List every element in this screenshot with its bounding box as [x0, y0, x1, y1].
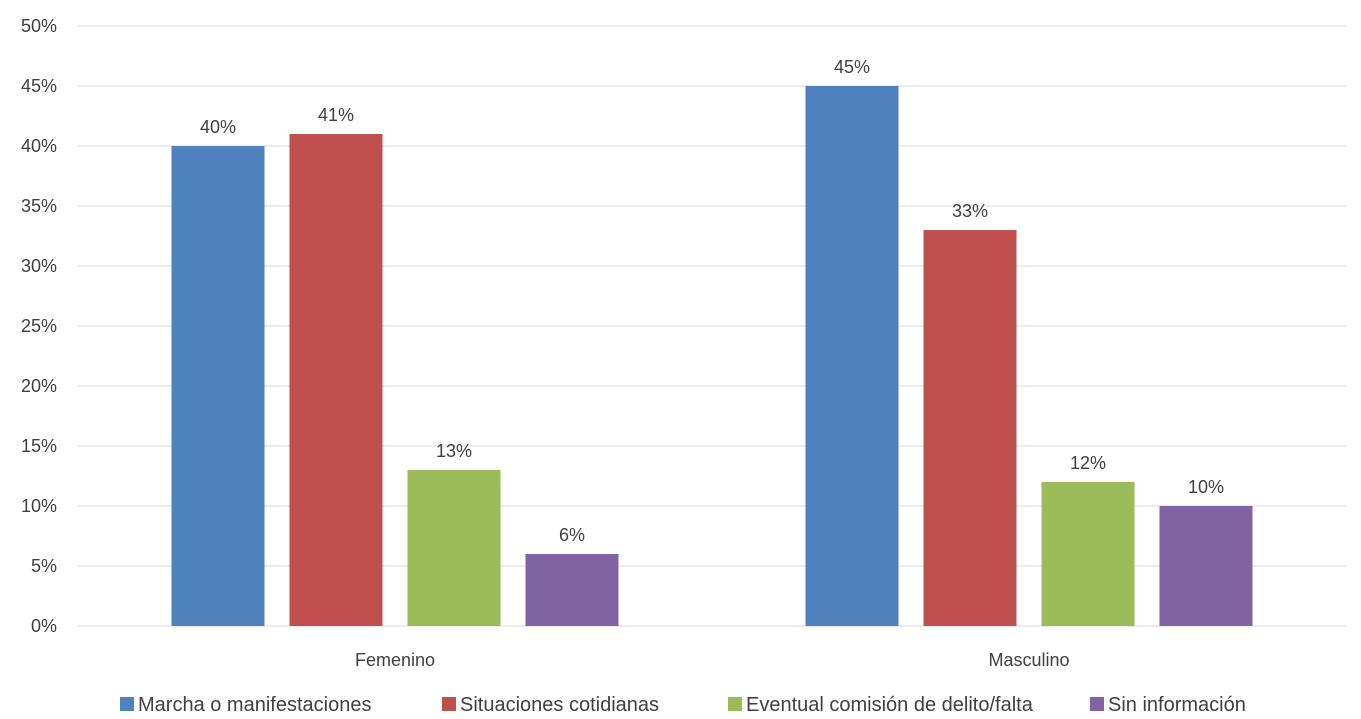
- data-label: 10%: [1188, 477, 1224, 497]
- y-tick-label: 45%: [21, 76, 57, 96]
- legend-swatch: [442, 697, 456, 711]
- legend: Marcha o manifestaciones Situaciones coti…: [120, 694, 1246, 716]
- x-axis-categories: Femenino Masculino: [355, 650, 1070, 670]
- bars: [171, 86, 1253, 626]
- y-tick-label: 0%: [31, 616, 57, 636]
- data-label: 13%: [436, 441, 472, 461]
- y-tick-label: 10%: [21, 496, 57, 516]
- data-label: 12%: [1070, 453, 1106, 473]
- data-labels: 40% 41% 13% 6% 45% 33% 12% 10%: [200, 57, 1224, 545]
- legend-label: Sin información: [1108, 694, 1246, 716]
- legend-item: Eventual comisión de delito/falta: [728, 694, 1034, 716]
- legend-item: Sin información: [1090, 694, 1246, 716]
- bar: [1159, 506, 1253, 626]
- bar: [805, 86, 899, 626]
- bar: [171, 146, 265, 626]
- data-label: 40%: [200, 117, 236, 137]
- y-tick-label: 5%: [31, 556, 57, 576]
- y-axis-ticks: 0% 5% 10% 15% 20% 25% 30% 35% 40% 45% 50%: [21, 16, 57, 636]
- legend-item: Marcha o manifestaciones: [120, 694, 371, 716]
- category-label: Femenino: [355, 650, 435, 670]
- legend-swatch: [728, 697, 742, 711]
- legend-label: Situaciones cotidianas: [460, 694, 659, 716]
- gridlines: [78, 25, 1346, 627]
- legend-label: Eventual comisión de delito/falta: [746, 694, 1034, 716]
- y-tick-label: 15%: [21, 436, 57, 456]
- legend-label: Marcha o manifestaciones: [138, 694, 371, 716]
- data-label: 41%: [318, 105, 354, 125]
- legend-swatch: [1090, 697, 1104, 711]
- data-label: 6%: [559, 525, 585, 545]
- bar: [289, 134, 383, 626]
- bar: [1041, 482, 1135, 626]
- y-tick-label: 40%: [21, 136, 57, 156]
- legend-swatch: [120, 697, 134, 711]
- bar: [525, 554, 619, 626]
- data-label: 45%: [834, 57, 870, 77]
- y-tick-label: 50%: [21, 16, 57, 36]
- y-tick-label: 20%: [21, 376, 57, 396]
- category-label: Masculino: [988, 650, 1069, 670]
- legend-item: Situaciones cotidianas: [442, 694, 659, 716]
- bar: [923, 230, 1017, 626]
- bar: [407, 470, 501, 626]
- y-tick-label: 35%: [21, 196, 57, 216]
- y-tick-label: 25%: [21, 316, 57, 336]
- y-tick-label: 30%: [21, 256, 57, 276]
- data-label: 33%: [952, 201, 988, 221]
